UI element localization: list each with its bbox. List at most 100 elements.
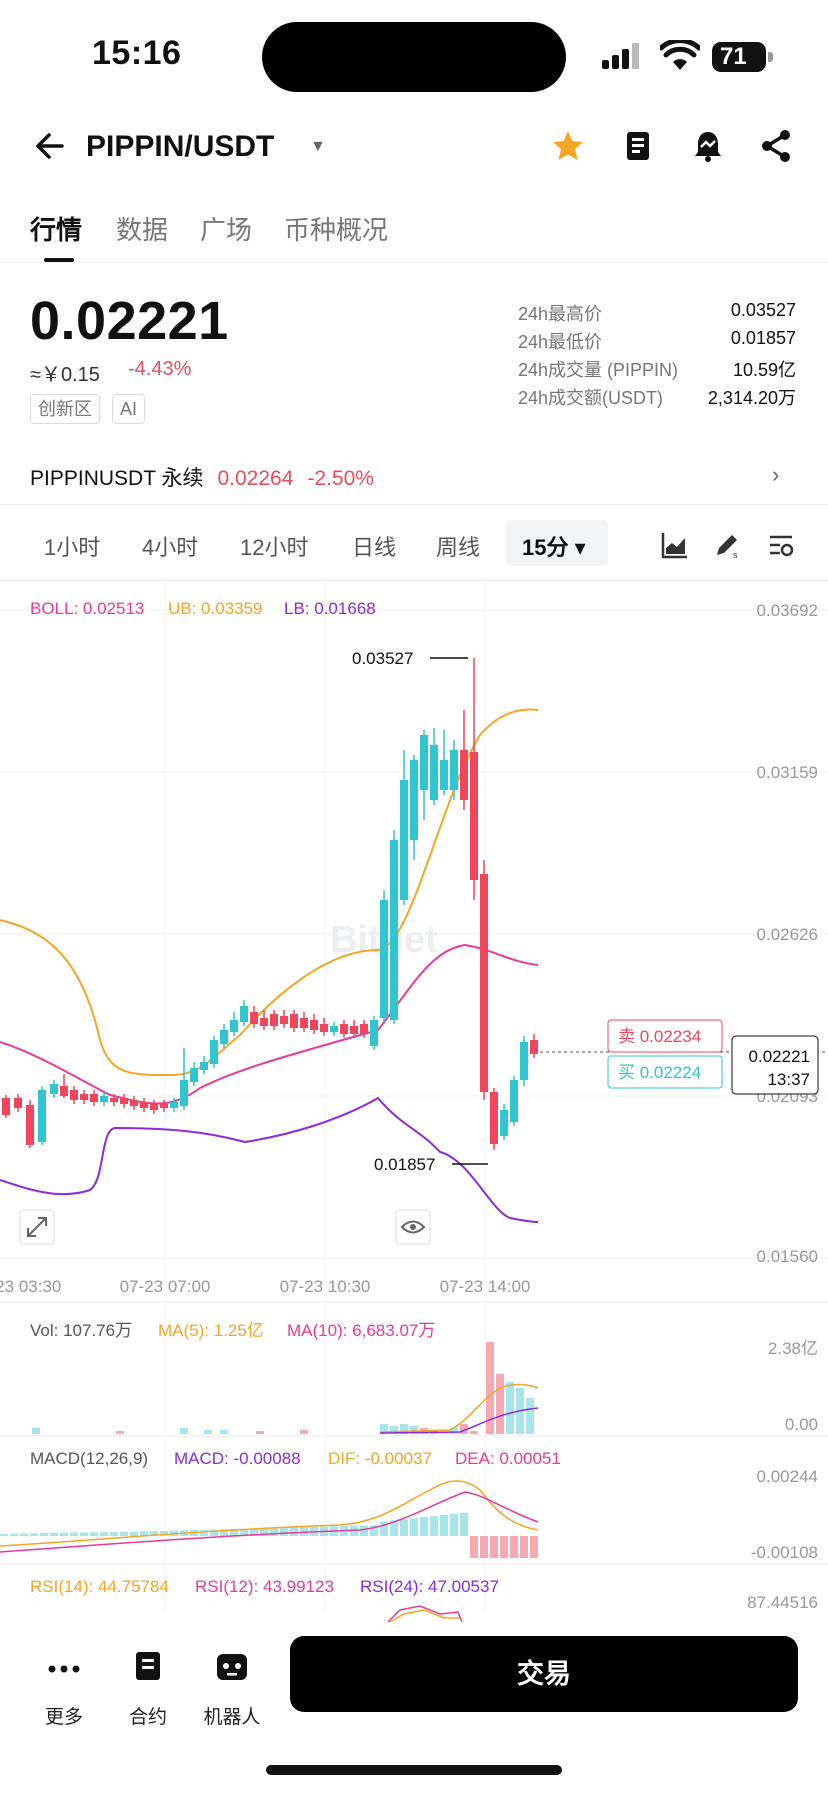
buy-price-box <box>607 1055 723 1089</box>
candle-body <box>260 1018 268 1026</box>
boll-value: BOLL: 0.02513 <box>30 599 144 618</box>
macd-bar <box>510 1536 518 1558</box>
chart-settings-icon[interactable] <box>766 530 796 560</box>
macd-bar <box>390 1520 398 1536</box>
interval-4h[interactable]: 4小时 <box>142 535 199 560</box>
volume-bar <box>380 1424 388 1434</box>
interval-1h[interactable]: 1小时 <box>44 535 101 560</box>
macd-title: MACD(12,26,9) <box>30 1449 148 1468</box>
macd-bar <box>150 1531 158 1536</box>
perpetual-row[interactable]: PIPPINUSDT 永续 0.02264 -2.50% <box>30 462 374 492</box>
draw-pen-icon[interactable]: s <box>712 530 742 560</box>
x-tick: 07-23 10:30 <box>280 1277 371 1296</box>
expand-icon[interactable] <box>19 1209 55 1245</box>
candle-body <box>170 1102 178 1108</box>
candle-body <box>120 1098 128 1104</box>
low-label: 0.01857 <box>374 1155 435 1174</box>
macd-bar <box>10 1533 18 1536</box>
rsi-line <box>387 1605 463 1622</box>
tab-coin-overview[interactable]: 币种概况 <box>284 215 389 245</box>
tab-square[interactable]: 广场 <box>200 215 253 245</box>
candle-body <box>370 1020 378 1046</box>
y-tick: 0.03159 <box>757 763 818 782</box>
chevron-right-icon[interactable]: › <box>772 462 780 487</box>
macd-bar <box>250 1528 258 1536</box>
y-tick: 0.02626 <box>757 925 818 944</box>
star-icon[interactable] <box>550 128 586 164</box>
candle-body <box>210 1040 218 1064</box>
candle-body <box>14 1098 22 1108</box>
macd-bar <box>30 1533 38 1536</box>
robot-label: 机器人 <box>203 1707 261 1728</box>
macd-dif: DIF: -0.00037 <box>328 1449 432 1468</box>
candle-body <box>50 1084 58 1094</box>
notebook-icon[interactable] <box>620 128 656 164</box>
volume-bar <box>450 1428 458 1434</box>
area-chart-icon[interactable] <box>660 530 690 560</box>
candle-body <box>320 1024 328 1032</box>
candle-body <box>380 900 388 1018</box>
countdown-tag: 13:37 <box>767 1070 810 1089</box>
candle-body <box>180 1080 188 1106</box>
volume-bar <box>496 1374 504 1434</box>
pair-title[interactable]: PIPPIN/USDT <box>86 130 275 163</box>
price-change: -4.43% <box>128 358 192 380</box>
x-tick: 07-23 14:00 <box>440 1277 531 1296</box>
tab-market[interactable]: 行情 <box>30 215 83 245</box>
dynamic-island <box>262 22 566 92</box>
candle-body <box>190 1068 198 1082</box>
interval-15m-selected[interactable]: 15分 ▾ <box>506 520 608 566</box>
candle-body <box>490 1092 498 1144</box>
alert-bell-icon[interactable] <box>690 128 726 164</box>
candle-body <box>160 1104 168 1108</box>
candle-body <box>350 1026 358 1034</box>
home-indicator <box>266 1765 562 1775</box>
candle-body <box>130 1100 138 1106</box>
rsi-legend: RSI(14): 44.75784 RSI(12): 43.99123 RSI(… <box>30 1577 499 1596</box>
macd-bar <box>500 1536 508 1558</box>
rsi-24: RSI(24): 47.00537 <box>360 1577 499 1596</box>
candle-body <box>250 1012 258 1024</box>
interval-12h[interactable]: 12小时 <box>240 535 309 560</box>
candle-body <box>330 1026 338 1032</box>
perpetual-name: PIPPINUSDT 永续 <box>30 467 204 490</box>
macd-legend: MACD(12,26,9) MACD: -0.00088 DIF: -0.000… <box>30 1449 561 1468</box>
boll-lb: LB: 0.01668 <box>284 599 376 618</box>
x-tick: 07-23 07:00 <box>120 1277 211 1296</box>
macd-bar <box>280 1527 288 1536</box>
candle-body <box>240 1006 248 1022</box>
candle-body <box>400 780 408 900</box>
candle-body <box>80 1094 88 1100</box>
trade-button[interactable]: 交易 <box>290 1636 798 1712</box>
volume-bar <box>220 1430 228 1434</box>
macd-bar <box>120 1531 128 1536</box>
rsi-y-top: 87.44516 <box>747 1593 818 1612</box>
macd-bar <box>220 1529 228 1536</box>
eye-icon[interactable] <box>395 1209 431 1245</box>
candle-body <box>70 1090 78 1100</box>
y-axis: 0.03692 0.03159 0.02626 0.02093 0.01560 <box>757 601 818 1266</box>
candle-body <box>480 874 488 1092</box>
vol-legend: Vol: 107.76万 MA(5): 1.25亿 MA(10): 6,683.… <box>30 1321 435 1340</box>
tab-active-indicator <box>44 258 74 262</box>
tag-ai[interactable]: AI <box>112 394 146 424</box>
kline-chart[interactable]: Bitget BOLL: 0.02513 UB: 0.03359 LB: 0.0… <box>0 582 828 1622</box>
macd-bar <box>530 1536 538 1558</box>
interval-week[interactable]: 周线 <box>436 535 481 560</box>
last-price: 0.02221 <box>30 291 229 351</box>
candle-body <box>430 745 438 800</box>
interval-selected-label: 15分 ▾ <box>522 535 586 560</box>
volume-bar <box>410 1426 418 1434</box>
tag-innovation[interactable]: 创新区 <box>30 394 100 424</box>
macd-bar <box>470 1536 478 1558</box>
share-icon[interactable] <box>758 128 794 164</box>
volume-bar <box>180 1428 188 1434</box>
stat-high-value: 0.03527 <box>730 300 796 320</box>
macd-bar <box>240 1528 248 1536</box>
arrow-left-icon[interactable] <box>32 128 68 164</box>
interval-day[interactable]: 日线 <box>352 535 397 560</box>
candle-body <box>270 1014 278 1026</box>
macd-bar <box>40 1533 48 1536</box>
caret-down-icon[interactable]: ▼ <box>310 138 326 155</box>
tab-data[interactable]: 数据 <box>116 215 169 245</box>
